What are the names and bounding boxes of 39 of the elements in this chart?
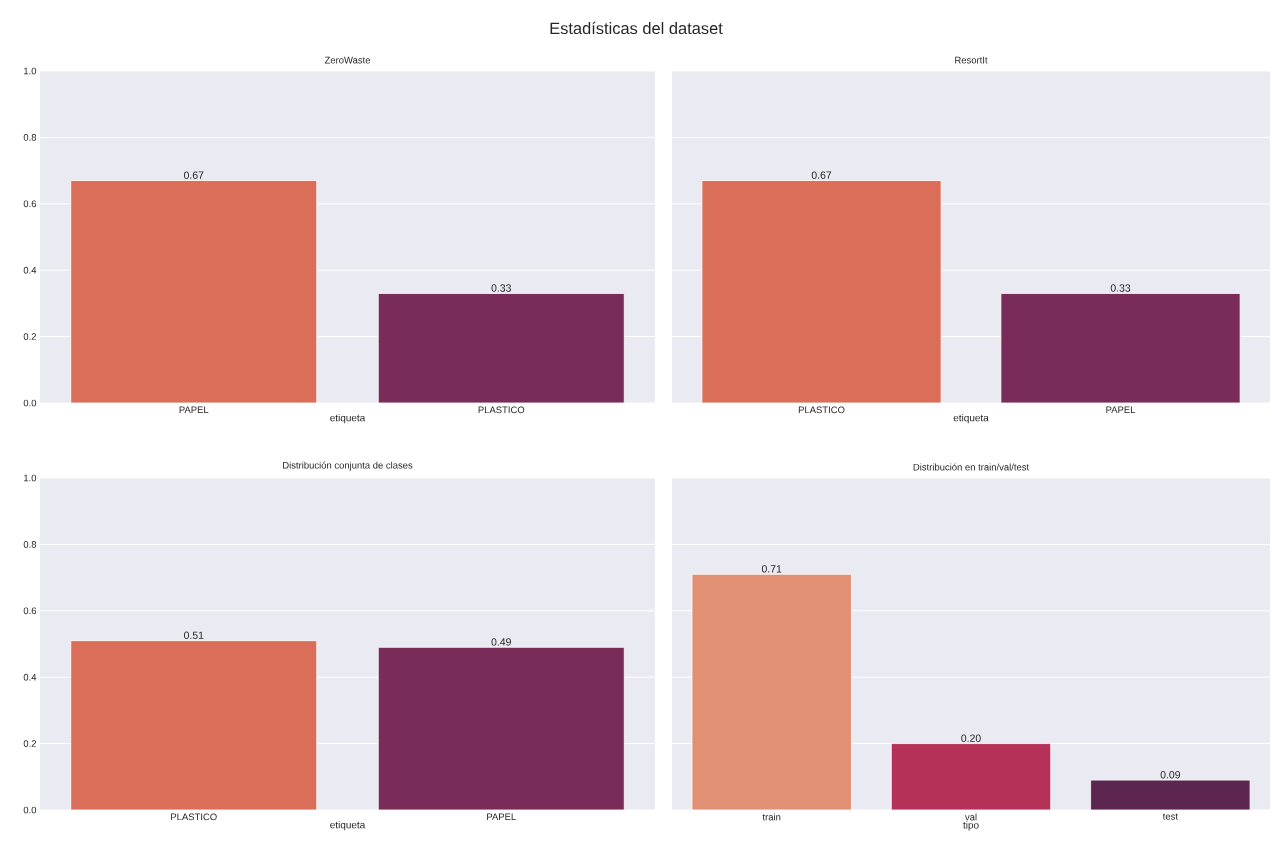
x-tick-label: PAPEL	[1106, 406, 1136, 414]
data-label: 0.33	[491, 284, 511, 292]
x-tick-label: PLASTICO	[798, 406, 845, 414]
y-tick-label: 0.2	[23, 740, 37, 747]
y-tick-label: 1.0	[24, 67, 37, 75]
x-tick-label: test	[1162, 813, 1178, 820]
chart-title: ZeroWaste	[324, 56, 371, 64]
y-tick-label: 0.8	[23, 541, 37, 548]
y-tick-label: 0.4	[23, 673, 37, 681]
chart-title: Distribución en train/val/test	[913, 463, 1030, 471]
y-tick-label: 1.0	[24, 474, 37, 482]
data-label: 0.67	[811, 171, 832, 179]
data-label: 0.71	[761, 565, 782, 573]
data-label: 0.20	[961, 734, 981, 742]
y-tick-label: 0.0	[23, 399, 37, 407]
y-tick-label: 0.6	[23, 607, 37, 615]
x-axis-title: etiqueta	[330, 821, 366, 831]
x-axis-title: etiqueta	[330, 414, 366, 424]
text: Estadísticas del dataset	[550, 21, 723, 35]
data-label: 0.33	[1110, 284, 1131, 292]
data-label: 0.51	[183, 631, 204, 639]
x-tick-label: PLASTICO	[478, 406, 525, 414]
data-label: 0.67	[183, 171, 204, 179]
x-axis-title: etiqueta	[953, 414, 989, 424]
x-tick-label: PLASTICO	[171, 813, 217, 821]
data-label: 0.49	[491, 638, 511, 646]
y-tick-label: 0.6	[23, 200, 37, 208]
x-tick-label: train	[762, 813, 781, 821]
x-tick-label: val	[964, 813, 977, 821]
chart-title: Distribución conjunta de clases	[283, 461, 413, 471]
x-axis-title: tipo	[963, 821, 979, 831]
chart-title: ResortIt	[955, 56, 988, 64]
x-tick-label: PAPEL	[179, 406, 209, 414]
data-label: 0.09	[1160, 771, 1181, 779]
x-tick-label: PAPEL	[487, 813, 516, 821]
y-tick-label: 0.8	[23, 134, 37, 141]
y-tick-label: 0.2	[23, 333, 37, 340]
y-tick-label: 0.0	[23, 806, 37, 814]
y-tick-label: 0.4	[23, 266, 37, 274]
